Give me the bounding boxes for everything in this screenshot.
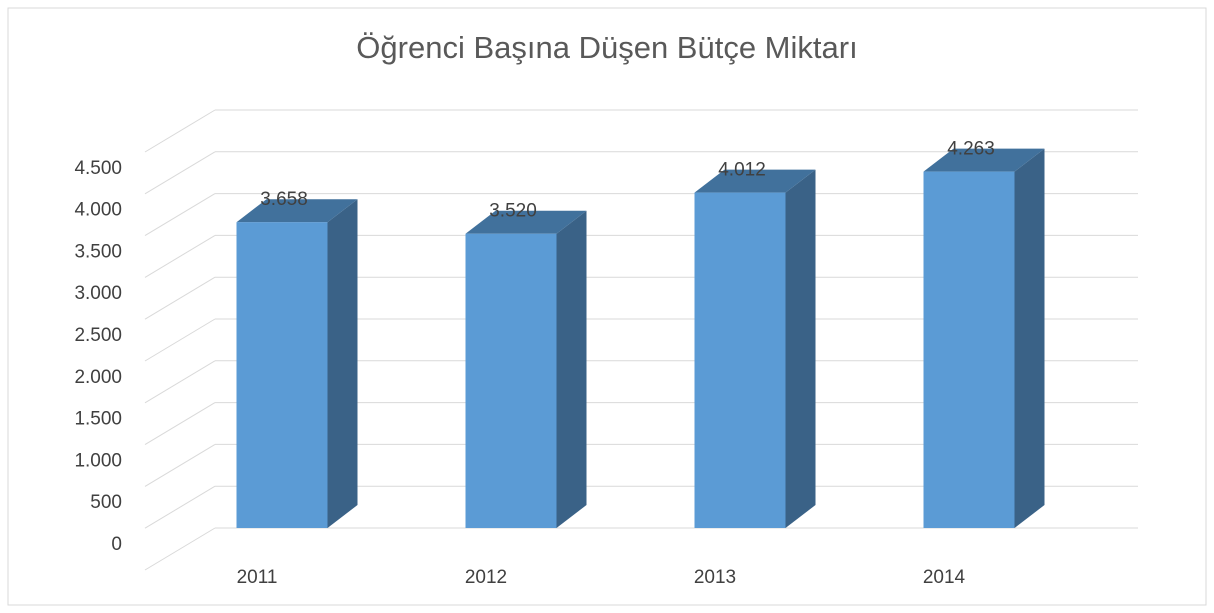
grid-line-side bbox=[144, 234, 216, 278]
y-tick-label: 500 bbox=[90, 492, 122, 513]
y-tick-label: 3.500 bbox=[74, 241, 122, 262]
x-tick-label: 2011 bbox=[237, 567, 278, 588]
y-tick-label: 1.500 bbox=[74, 409, 122, 430]
y-tick-label: 1.000 bbox=[74, 450, 122, 471]
grid-line-side bbox=[144, 485, 216, 529]
grid-line-side bbox=[144, 360, 216, 404]
bar-top bbox=[923, 148, 1045, 172]
grid-line-side bbox=[144, 527, 216, 571]
data-label: 3.658 bbox=[260, 189, 308, 210]
bar bbox=[236, 222, 328, 528]
y-tick-label: 2.500 bbox=[74, 325, 122, 346]
data-label: 4.012 bbox=[718, 160, 766, 181]
y-tick-label: 2.000 bbox=[74, 367, 122, 388]
bar-top bbox=[236, 199, 358, 223]
bar-top bbox=[465, 210, 587, 234]
bar bbox=[465, 233, 557, 528]
y-tick-label: 0 bbox=[111, 534, 122, 555]
bar bbox=[923, 171, 1015, 528]
x-tick-label: 2013 bbox=[694, 567, 736, 588]
y-tick-label: 3.000 bbox=[74, 283, 122, 304]
side-wall-top bbox=[144, 109, 216, 153]
bar-side bbox=[785, 169, 816, 528]
bar bbox=[694, 192, 786, 528]
data-label: 3.520 bbox=[489, 201, 537, 222]
bar-side bbox=[327, 199, 358, 528]
grid-line-side bbox=[144, 193, 216, 237]
chart-title: Öğrenci Başına Düşen Bütçe Miktarı bbox=[356, 30, 857, 65]
y-tick-label: 4.500 bbox=[74, 158, 122, 179]
grid-line-side bbox=[144, 318, 216, 362]
grid-line-side bbox=[144, 443, 216, 487]
data-label: 4.263 bbox=[947, 139, 995, 160]
grid-line-side bbox=[144, 151, 216, 195]
x-tick-label: 2014 bbox=[923, 567, 966, 588]
grid-line-side bbox=[144, 402, 216, 446]
x-tick-label: 2012 bbox=[465, 567, 507, 588]
bar-side bbox=[556, 210, 587, 528]
bar-side bbox=[1014, 148, 1045, 528]
grid-line-side bbox=[144, 276, 216, 320]
bar-top bbox=[694, 169, 816, 193]
y-tick-label: 4.000 bbox=[74, 200, 122, 221]
